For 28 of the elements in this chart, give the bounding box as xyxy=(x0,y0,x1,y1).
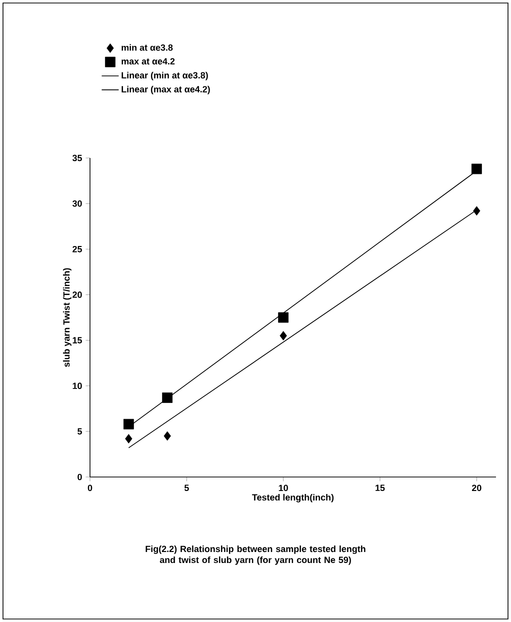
point xyxy=(280,331,287,340)
y-tick-label: 0 xyxy=(78,474,82,480)
y-tick-label: 20 xyxy=(72,292,82,298)
point xyxy=(471,164,482,174)
legend-label: min at αe3.8 xyxy=(122,44,173,51)
legend-label: max at αe4.2 xyxy=(122,58,175,64)
point xyxy=(162,392,173,403)
x-axis-title: Tested length(inch) xyxy=(252,494,334,502)
x-tick-label: 10 xyxy=(278,484,288,492)
y-tick-label: 5 xyxy=(78,428,82,435)
x-tick-label: 5 xyxy=(184,484,189,492)
point xyxy=(125,434,132,444)
point xyxy=(473,206,480,216)
legend-label: Linear (min at αe3.8) xyxy=(122,72,208,80)
x-tick-label: 15 xyxy=(376,484,385,492)
y-tick-label: 25 xyxy=(72,246,82,252)
y-tick-label: 15 xyxy=(72,337,82,344)
y-axis-title: slub yarn Twist (T/inch) xyxy=(63,268,72,367)
x-tick-label: 20 xyxy=(472,484,482,492)
x-tick-label: 0 xyxy=(88,484,92,492)
y-tick-label: 35 xyxy=(72,154,82,162)
text: Fig(2.2) Relationship between sample tested length and twist of slub yarn (for yarn count Ne 59) xyxy=(146,546,366,565)
point xyxy=(123,418,134,430)
y-tick-label: 30 xyxy=(72,200,82,207)
legend-label: Linear (max at αe4.2) xyxy=(122,86,210,94)
point xyxy=(278,312,289,323)
point xyxy=(164,431,171,441)
y-tick-label: 10 xyxy=(72,382,82,390)
